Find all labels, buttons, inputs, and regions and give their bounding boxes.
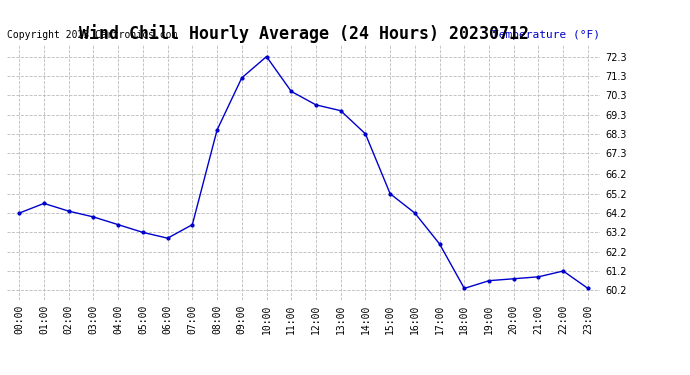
Text: Temperature (°F): Temperature (°F) [492, 30, 600, 40]
Text: Copyright 2023 Cartronics.com: Copyright 2023 Cartronics.com [7, 30, 177, 40]
Title: Wind Chill Hourly Average (24 Hours) 20230712: Wind Chill Hourly Average (24 Hours) 202… [79, 24, 529, 44]
